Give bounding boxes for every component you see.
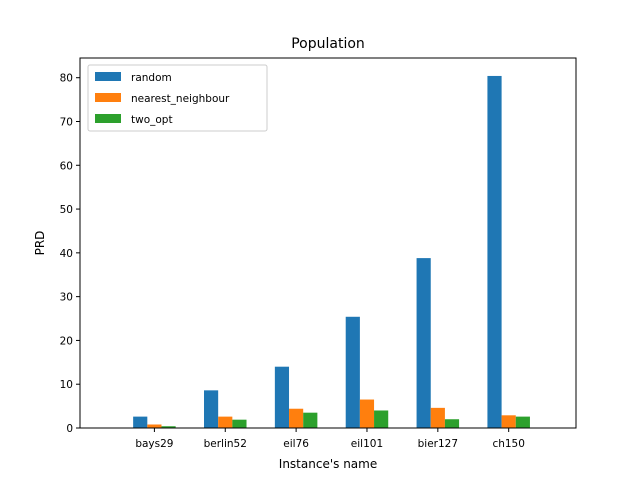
bar-two_opt-eil76 — [303, 412, 318, 428]
y-tick-label: 20 — [60, 335, 73, 347]
legend-label-two_opt: two_opt — [131, 114, 173, 126]
bar-random-eil76 — [274, 366, 290, 428]
x-tick-label: berlin52 — [204, 438, 247, 450]
x-tick-label: ch150 — [492, 438, 524, 450]
legend-box — [87, 64, 268, 132]
y-tick-label: 80 — [60, 73, 73, 85]
y-tick-label: 60 — [60, 160, 73, 172]
x-tick-label: bier127 — [418, 438, 458, 450]
y-tick-label: 0 — [66, 423, 73, 435]
bar-random-ch150 — [487, 75, 502, 428]
bar-random-berlin52 — [204, 390, 219, 428]
x-tick-label: eil76 — [283, 438, 309, 450]
bar-two_opt-eil101 — [374, 410, 389, 428]
bar-nearest_neighbour-eil76 — [289, 408, 304, 428]
bar-nearest_neighbour-berlin52 — [218, 416, 233, 428]
legend-swatch-two_opt — [95, 114, 121, 123]
x-tick-label: bays29 — [135, 438, 173, 450]
bars-layer — [133, 75, 530, 428]
y-tick-label: 70 — [60, 116, 73, 128]
bar-two_opt-bier127 — [444, 419, 460, 428]
legend-swatch-nearest_neighbour — [95, 93, 121, 102]
x-axis: bays29 berlin52 eil76 eil101 bier127 ch150 — [135, 428, 525, 450]
y-tick-label: 50 — [60, 204, 73, 216]
legend: random nearest_neighbour two_opt — [87, 64, 268, 132]
y-tick-label: 10 — [60, 379, 73, 391]
plot-frame — [79, 57, 577, 429]
legend-label-nearest_neighbour: nearest_neighbour — [131, 93, 230, 105]
bar-nearest_neighbour-bays29 — [147, 424, 162, 428]
bar-two_opt-berlin52 — [232, 419, 247, 428]
x-axis-label: Instance's name — [279, 457, 377, 471]
bar-nearest_neighbour-bier127 — [430, 407, 445, 428]
y-tick-label: 40 — [60, 248, 73, 260]
x-tick-label: eil101 — [351, 438, 383, 450]
bar-random-bier127 — [416, 258, 431, 428]
y-tick-label: 30 — [60, 292, 73, 304]
chart-title: Population — [291, 36, 365, 52]
bar-random-eil101 — [345, 316, 360, 428]
legend-label-random: random — [131, 72, 172, 84]
bar-nearest_neighbour-eil101 — [359, 399, 375, 428]
y-axis-label: PRD — [33, 231, 47, 256]
bar-two_opt-bays29 — [161, 426, 176, 428]
bar-two_opt-ch150 — [515, 416, 530, 428]
y-axis: 0 10 20 30 40 50 60 70 80 — [60, 73, 80, 435]
bar-nearest_neighbour-ch150 — [501, 415, 516, 428]
legend-swatch-random — [95, 72, 121, 81]
bar-random-bays29 — [133, 416, 148, 428]
